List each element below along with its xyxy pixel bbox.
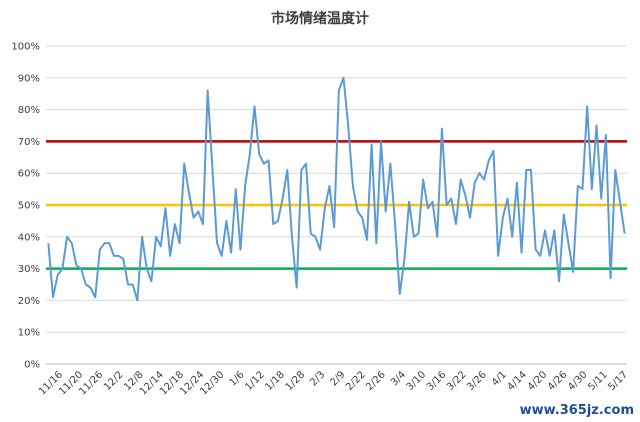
y-tick-label: 60%: [18, 169, 40, 180]
y-tick-label: 80%: [18, 105, 40, 116]
series-line: [47, 76, 626, 302]
x-tick-label: 4/14: [506, 369, 530, 393]
y-tick-label: 100%: [11, 42, 40, 53]
x-tick-label: 1/28: [284, 369, 308, 393]
x-tick-label: 4/30: [566, 369, 590, 393]
x-tick-label: 3/26: [465, 369, 489, 393]
y-tick-label: 10%: [18, 328, 40, 339]
x-tick-label: 3/22: [445, 369, 469, 393]
x-tick-label: 4/26: [546, 369, 570, 393]
y-tick-label: 90%: [18, 73, 40, 84]
x-tick-label: 2/26: [364, 369, 388, 393]
x-tick-label: 5/11: [586, 369, 610, 393]
x-tick-label: 3/16: [425, 369, 449, 393]
y-tick-label: 40%: [18, 232, 40, 243]
y-tick-label: 20%: [18, 296, 40, 307]
y-tick-label: 70%: [18, 137, 40, 148]
chart-title: 市场情绪温度计: [271, 11, 369, 27]
x-tick-label: 3/10: [405, 369, 429, 393]
x-tick-label: 1/12: [243, 369, 267, 393]
watermark: www.365jz.com: [519, 403, 634, 418]
x-tick-label: 4/20: [526, 369, 550, 393]
x-tick-label: 2/3: [308, 369, 327, 388]
x-tick-label: 2/22: [344, 369, 368, 393]
x-tick-label: 5/17: [606, 369, 630, 393]
x-tick-label: 1/18: [263, 369, 287, 393]
y-tick-label: 50%: [18, 201, 40, 212]
y-tick-label: 0%: [24, 360, 40, 371]
y-tick-label: 30%: [18, 264, 40, 275]
x-tick-label: 12/2: [102, 369, 126, 393]
